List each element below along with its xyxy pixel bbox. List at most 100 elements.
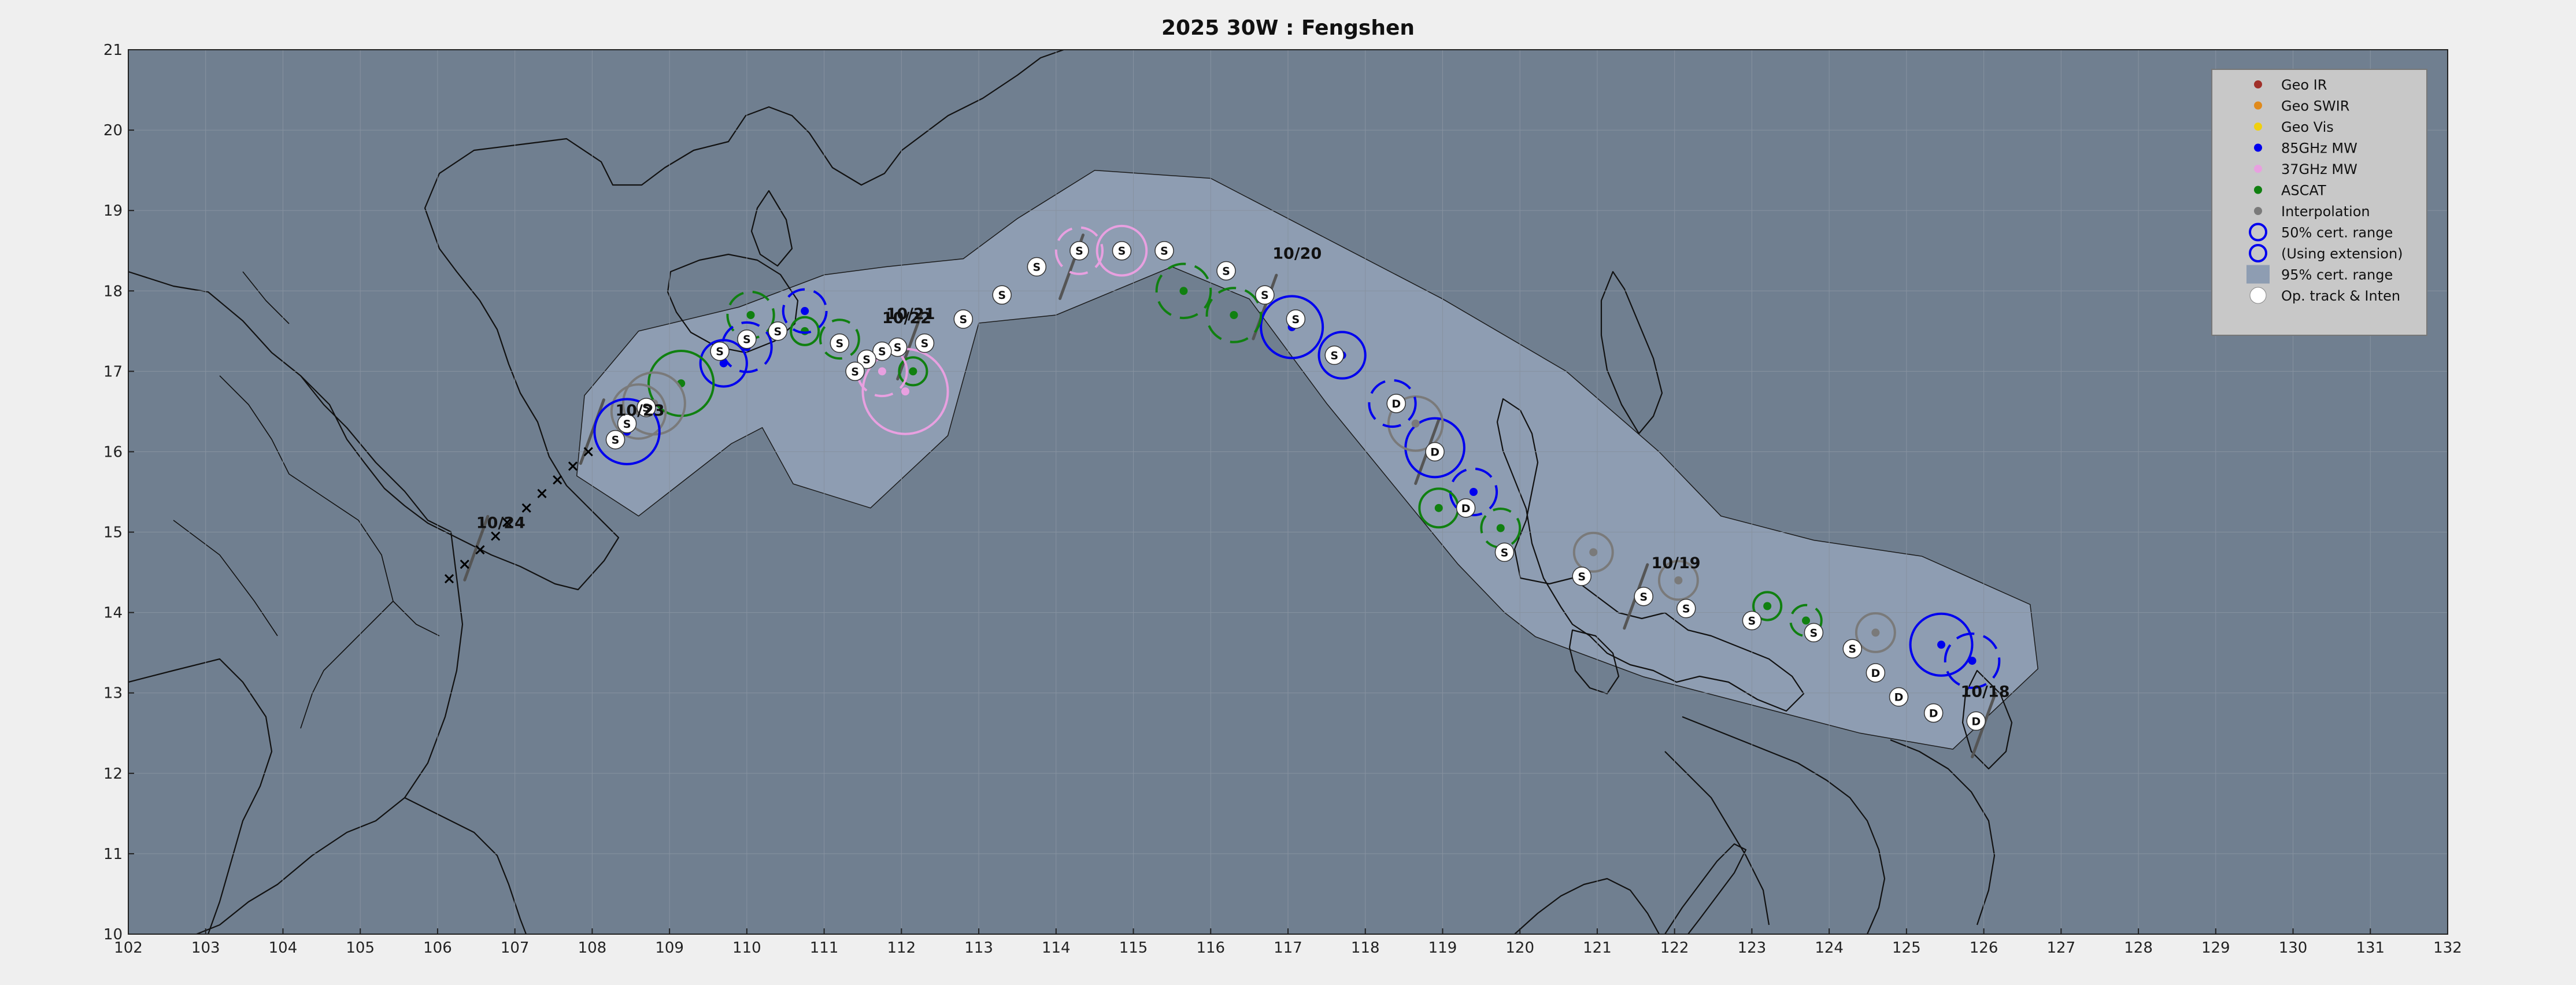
legend-label: 50% cert. range bbox=[2281, 225, 2393, 241]
track-point bbox=[830, 333, 850, 353]
x-tick-label: 119 bbox=[1428, 939, 1457, 957]
track-intensity-mark: S bbox=[612, 434, 620, 447]
track-point bbox=[1027, 257, 1047, 277]
axes: 102 103 104 105 106 107 108 109 110 111 112 113 114 1… bbox=[103, 42, 2462, 957]
interpolation-fix-ring bbox=[1855, 612, 1896, 653]
x-tick-label: 106 bbox=[423, 939, 452, 957]
land-track-crosses bbox=[444, 447, 593, 584]
track-point bbox=[1842, 639, 1863, 658]
track-point bbox=[1324, 345, 1344, 365]
track-intensity-mark: D bbox=[1894, 691, 1904, 704]
track-point bbox=[845, 361, 865, 382]
x-tick-label: 107 bbox=[501, 939, 530, 957]
date-label: 10/23 bbox=[616, 402, 665, 420]
mw85-fix-ring bbox=[1909, 612, 1974, 677]
interpolation-fix-dot bbox=[1674, 576, 1683, 584]
track-point bbox=[992, 285, 1012, 305]
legend-items: Geo IR Geo SWIR Geo Vis 85GHz MW 37GHz MW ASC… bbox=[2246, 77, 2403, 304]
track-intensity-mark: S bbox=[716, 346, 724, 358]
forecast-tick bbox=[579, 398, 605, 465]
x-tick-label: 130 bbox=[2279, 939, 2308, 957]
legend-label: 95% cert. range bbox=[2281, 267, 2393, 283]
track-intensity-mark: D bbox=[1929, 708, 1938, 720]
mw85-fix-ring bbox=[593, 398, 661, 465]
mw37-fix-ring bbox=[1095, 224, 1148, 277]
legend-dot-symbol bbox=[2254, 143, 2262, 152]
visayas-islands bbox=[1664, 716, 1996, 934]
track-intensity-mark: S bbox=[921, 338, 929, 350]
x-tick-label: 111 bbox=[810, 939, 839, 957]
track-intensity-mark: S bbox=[774, 325, 782, 338]
track-intensity-mark: S bbox=[642, 402, 650, 414]
track-point bbox=[1216, 261, 1236, 281]
ascat-fix-ring bbox=[1205, 287, 1263, 343]
grid-lines bbox=[128, 50, 2448, 934]
track-intensity-mark: S bbox=[1261, 289, 1269, 302]
legend-cone-symbol bbox=[2246, 265, 2270, 284]
track-intensity-mark: D bbox=[1430, 446, 1439, 458]
track-intensity-mark: S bbox=[863, 354, 871, 366]
track-point bbox=[857, 349, 876, 369]
mw85-fix-dot bbox=[1469, 488, 1478, 496]
track-cross bbox=[583, 447, 593, 457]
x-tick-label: 115 bbox=[1119, 939, 1148, 957]
mw85-fix-ring bbox=[1260, 295, 1324, 360]
mw85-fix-ring bbox=[1368, 379, 1417, 428]
ascat-fix-dot bbox=[1230, 311, 1238, 319]
legend-ring-symbol bbox=[2249, 223, 2267, 242]
x-tick-label: 110 bbox=[732, 939, 761, 957]
interpolation-fix-dot bbox=[1411, 419, 1420, 428]
legend-label: (Using extension) bbox=[2281, 246, 2403, 262]
date-label: 10/21 bbox=[886, 305, 935, 323]
ascat-fix-ring bbox=[647, 350, 715, 417]
mw85-fix-ring bbox=[1317, 331, 1367, 380]
legend-label: Geo IR bbox=[2281, 77, 2327, 93]
track-intensity-mark: S bbox=[1292, 313, 1300, 326]
mw85-fix-ring bbox=[1944, 632, 2001, 689]
track-intensity-mark: S bbox=[1501, 546, 1509, 559]
interpolation-fix-ring bbox=[1657, 560, 1699, 601]
x-tick-label: 102 bbox=[114, 939, 143, 957]
track-point bbox=[915, 333, 935, 353]
coastlines bbox=[128, 50, 2013, 934]
x-tick-label: 104 bbox=[269, 939, 298, 957]
track-point bbox=[1255, 285, 1275, 305]
track-intensity-mark: S bbox=[1578, 571, 1586, 583]
ascat-fix-ring bbox=[1752, 591, 1783, 621]
ascat-fix-ring bbox=[898, 356, 928, 387]
ascat-fix-ring bbox=[819, 319, 860, 360]
track-intensity-mark: S bbox=[623, 418, 631, 431]
gulf-of-thailand bbox=[128, 658, 273, 934]
track-intensity-mark: D bbox=[1461, 502, 1471, 515]
x-tick-label: 113 bbox=[964, 939, 993, 957]
track-point bbox=[1386, 394, 1406, 413]
x-tick-label: 120 bbox=[1505, 939, 1534, 957]
track-cross bbox=[568, 461, 578, 471]
track-point bbox=[1456, 498, 1476, 518]
luzon-island bbox=[1496, 398, 1805, 712]
y-tick-label: 14 bbox=[103, 605, 123, 622]
x-tick-label: 105 bbox=[346, 939, 375, 957]
legend-dot-symbol bbox=[2254, 80, 2262, 88]
track-point bbox=[1425, 442, 1445, 462]
x-tick-label: 128 bbox=[2124, 939, 2153, 957]
legend-label: Geo Vis bbox=[2281, 119, 2334, 135]
y-tick-label: 15 bbox=[103, 524, 123, 542]
track-cross bbox=[502, 517, 512, 527]
track-intensity-mark: S bbox=[1118, 245, 1126, 258]
mw85-fix-ring bbox=[782, 288, 828, 334]
track-intensity-mark: S bbox=[836, 338, 844, 350]
x-tick-label: 131 bbox=[2356, 939, 2385, 957]
track-cross bbox=[553, 475, 562, 485]
ascat-fix-dot bbox=[909, 367, 917, 376]
track-intensity-mark: S bbox=[894, 342, 902, 354]
x-tick-label: 125 bbox=[1892, 939, 1921, 957]
track-point bbox=[1866, 663, 1886, 683]
palawan-island bbox=[1664, 843, 1747, 934]
x-tick-label: 129 bbox=[2201, 939, 2230, 957]
mw37-fix-dot bbox=[901, 387, 910, 396]
track-intensity-mark: D bbox=[1971, 715, 1981, 728]
date-label: 10/22 bbox=[882, 309, 931, 327]
y-tick-label: 21 bbox=[103, 42, 123, 59]
